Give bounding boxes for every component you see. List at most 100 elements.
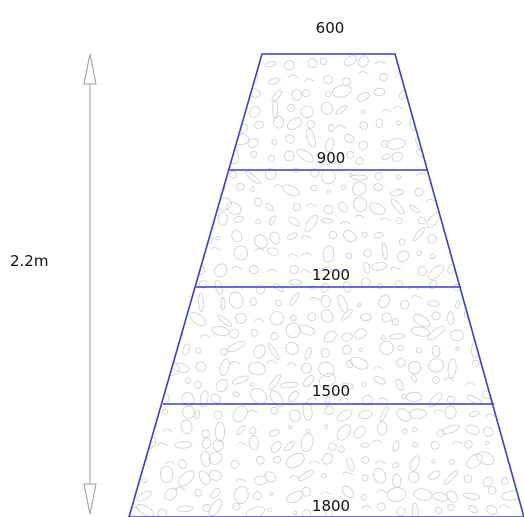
pebble-texture-mark: [247, 138, 259, 148]
pebble-texture-mark: [131, 182, 138, 192]
pebble-texture-mark: [465, 382, 476, 386]
pebble-texture-mark: [363, 248, 373, 258]
pebble-texture-mark: [215, 94, 222, 101]
pebble-texture-mark: [390, 266, 402, 271]
pebble-texture-mark: [306, 120, 315, 129]
pebble-texture-mark: [427, 326, 445, 341]
pebble-texture-mark: [487, 486, 497, 495]
pebble-texture-mark: [181, 57, 187, 63]
pebble-texture-mark: [342, 77, 351, 87]
pebble-texture-mark: [325, 503, 333, 517]
pebble-texture-mark: [220, 347, 228, 356]
pebble-texture-mark: [320, 295, 331, 308]
pebble-texture-mark: [129, 246, 132, 257]
pebble-texture-mark: [193, 170, 205, 175]
pebble-texture-mark: [346, 150, 355, 159]
pebble-texture-mark: [129, 379, 136, 387]
pebble-texture-mark: [377, 502, 386, 511]
pebble-texture-mark: [230, 459, 240, 469]
pebble-texture-mark: [428, 470, 441, 480]
pebble-texture-mark: [129, 314, 137, 326]
pebble-texture-mark: [180, 200, 198, 214]
pebble-texture-mark: [181, 391, 195, 407]
pebble-texture-mark: [386, 487, 407, 502]
pebble-texture-mark: [345, 360, 354, 369]
pebble-texture-mark: [270, 406, 279, 415]
pebble-texture-mark: [286, 490, 304, 504]
pebble-texture-mark: [448, 459, 455, 465]
pebble-texture-mark: [156, 92, 168, 97]
pebble-texture-mark: [470, 219, 477, 225]
pebble-texture-mark: [324, 405, 334, 416]
pebble-texture-mark: [371, 439, 383, 444]
pebble-texture-mark: [407, 360, 422, 375]
pebble-texture-mark: [430, 441, 440, 450]
pebble-texture-mark: [164, 107, 172, 117]
pebble-texture-mark: [269, 390, 284, 408]
pebble-texture-mark: [361, 505, 372, 509]
pebble-texture-mark: [283, 441, 296, 452]
pebble-texture-mark: [233, 215, 245, 223]
pebble-texture-mark: [304, 78, 315, 83]
pebble-texture-mark: [143, 287, 148, 292]
pebble-texture-mark: [266, 360, 278, 364]
pebble-texture-mark: [453, 186, 465, 191]
pebble-texture-mark: [472, 141, 478, 147]
pebble-texture-mark: [361, 231, 368, 238]
pebble-texture-mark: [380, 217, 392, 222]
pebble-texture-mark: [286, 362, 297, 367]
pebble-texture-mark: [417, 216, 427, 225]
pebble-texture-mark: [164, 461, 176, 465]
pebble-texture-mark: [391, 318, 400, 326]
pebble-texture-mark: [288, 391, 299, 403]
pebble-texture-mark: [135, 116, 151, 128]
tapered-section-outline: [128, 53, 524, 517]
pebble-texture-mark: [129, 424, 138, 433]
pebble-texture-mark: [289, 292, 300, 306]
pebble-texture-mark: [443, 167, 458, 182]
pebble-texture-mark: [249, 297, 257, 307]
pebble-texture-mark: [253, 318, 265, 323]
pebble-texture-mark: [174, 440, 193, 449]
pebble-texture-mark: [140, 262, 153, 280]
pebble-texture-mark: [296, 149, 315, 163]
pebble-texture-mark: [129, 394, 134, 404]
pebble-texture-mark: [339, 397, 350, 402]
pebble-texture-mark: [268, 429, 280, 437]
pebble-texture-mark: [411, 426, 417, 433]
pebble-texture-mark: [498, 343, 513, 350]
pebble-texture-mark: [236, 442, 248, 446]
pebble-texture-mark: [395, 174, 402, 180]
pebble-texture-mark: [379, 340, 394, 356]
pebble-texture-mark: [129, 334, 135, 339]
pebble-texture-mark: [272, 115, 285, 129]
pebble-texture-mark: [271, 139, 278, 146]
pebble-texture-mark: [373, 376, 386, 385]
pebble-texture-mark: [402, 428, 408, 434]
pebble-texture-mark: [300, 252, 312, 257]
pebble-texture-mark: [180, 246, 197, 255]
pebble-texture-mark: [360, 312, 372, 322]
pebble-texture-mark: [481, 85, 492, 95]
pebble-texture-mark: [139, 315, 151, 326]
pebble-texture-mark: [309, 460, 320, 465]
pebble-texture-mark: [414, 54, 423, 64]
pebble-texture-mark: [341, 332, 353, 342]
pebble-texture-mark: [129, 81, 134, 99]
pebble-texture-mark: [198, 292, 204, 313]
pebble-texture-mark: [143, 170, 161, 180]
pebble-texture-mark: [180, 124, 192, 128]
pebble-texture-mark: [478, 274, 493, 292]
pebble-texture-mark: [504, 199, 514, 208]
pebble-texture-mark: [431, 345, 441, 358]
pebble-texture-mark: [325, 91, 332, 98]
pebble-texture-mark: [327, 124, 336, 132]
pebble-texture-mark: [489, 106, 494, 112]
pebble-texture-mark: [411, 502, 419, 517]
pebble-texture-mark: [163, 204, 173, 214]
pebble-texture-mark: [184, 377, 192, 384]
pebble-texture-mark: [429, 253, 436, 260]
pebble-texture-mark: [267, 507, 272, 513]
pebble-texture-mark: [144, 130, 161, 146]
